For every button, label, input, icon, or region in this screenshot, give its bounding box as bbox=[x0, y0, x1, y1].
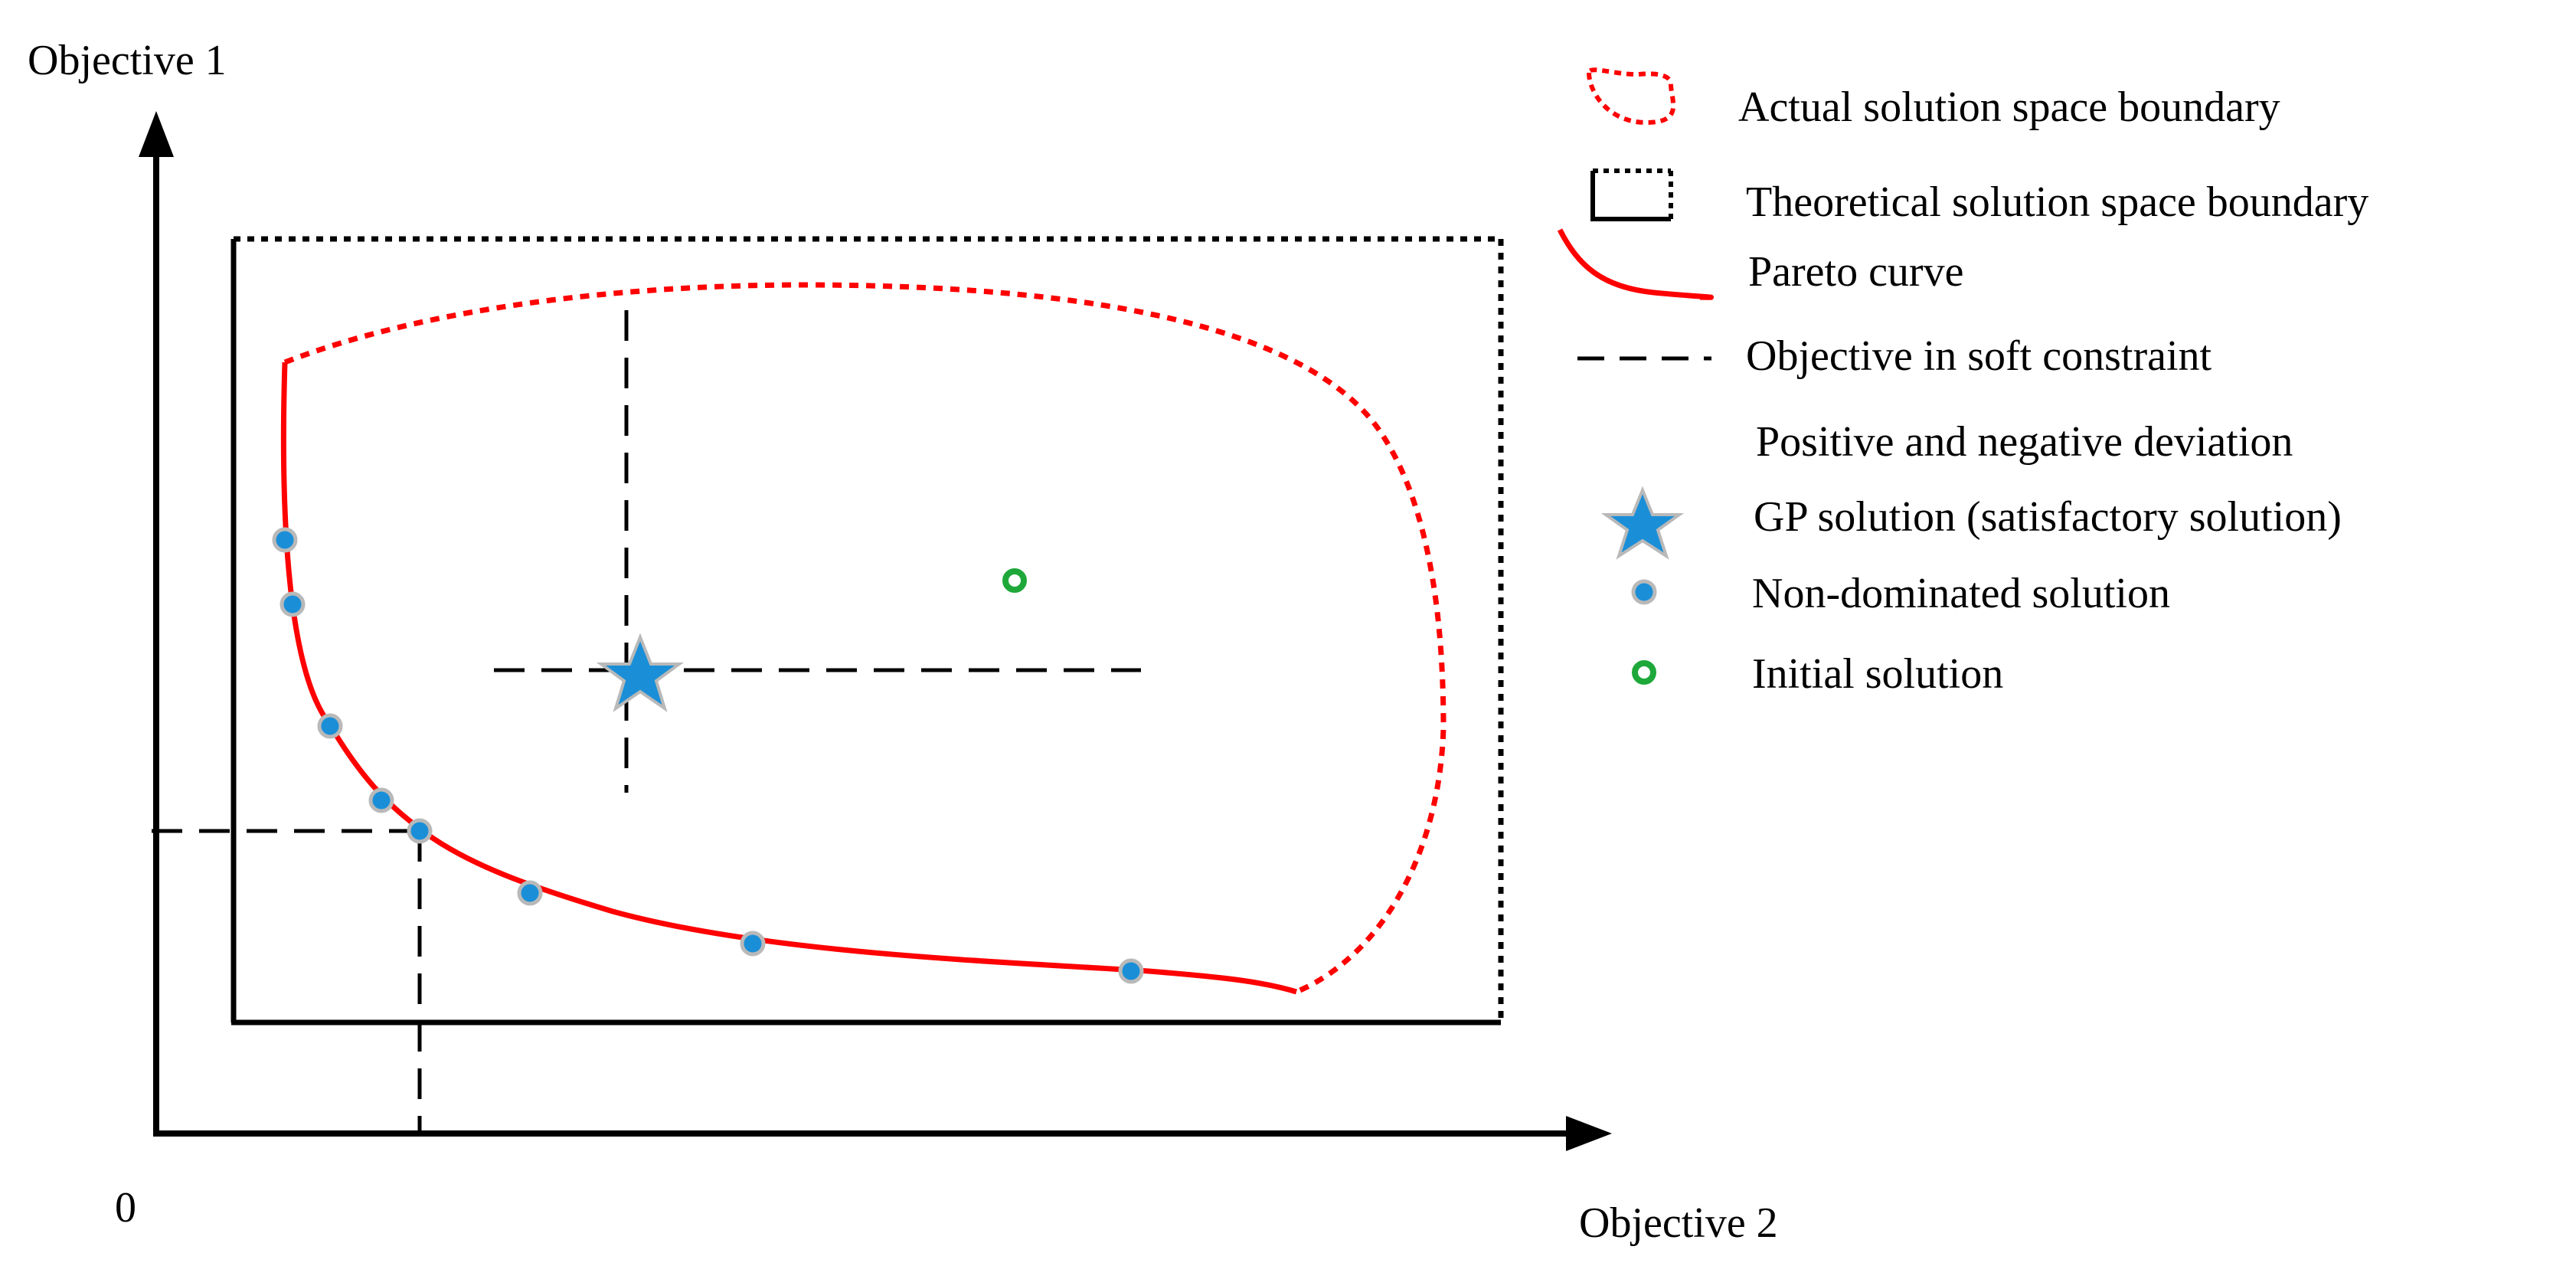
x-axis-label: Objective 2 bbox=[1579, 1199, 1778, 1247]
legend-label-pareto-curve: Pareto curve bbox=[1748, 248, 1963, 296]
legend-label-gp-solution: GP solution (satisfactory solution) bbox=[1754, 493, 2342, 541]
green-ring-icon bbox=[1632, 660, 1656, 685]
legend-label-initial-solution: Initial solution bbox=[1752, 650, 2003, 698]
x-axis-arrow-icon bbox=[1566, 1116, 1612, 1151]
non-dominated-point bbox=[1118, 958, 1144, 984]
legend-label-theoretical-boundary: Theoretical solution space boundary bbox=[1746, 178, 2368, 226]
non-dominated-point bbox=[368, 787, 394, 813]
legend-label-deviation: Positive and negative deviation bbox=[1756, 418, 2293, 466]
non-dominated-point bbox=[740, 931, 766, 957]
non-dominated-point bbox=[272, 527, 298, 553]
y-axis-label: Objective 1 bbox=[28, 37, 227, 84]
non-dominated-point bbox=[280, 591, 306, 617]
origin-label: 0 bbox=[115, 1184, 136, 1232]
red-curve-icon bbox=[1557, 228, 1715, 300]
non-dominated-point bbox=[317, 713, 343, 739]
legend-label-soft-constraint: Objective in soft constraint bbox=[1746, 332, 2212, 380]
pareto-curve bbox=[280, 361, 1298, 995]
y-axis-arrow-icon bbox=[139, 111, 174, 157]
non-dominated-solutions bbox=[272, 527, 1144, 984]
initial-solution-icon bbox=[1002, 568, 1027, 593]
blue-dot-icon bbox=[1631, 579, 1657, 605]
legend: Actual solution space boundary Theoretic… bbox=[1557, 67, 2368, 698]
theoretical-boundary bbox=[230, 236, 1504, 1026]
blue-star-icon bbox=[1600, 486, 1685, 560]
actual-boundary bbox=[283, 282, 1447, 995]
gp-solution-star-icon bbox=[596, 633, 685, 712]
non-dominated-point bbox=[407, 818, 433, 844]
legend-label-actual-boundary: Actual solution space boundary bbox=[1738, 83, 2280, 131]
legend-label-non-dominated: Non-dominated solution bbox=[1752, 570, 2170, 617]
non-dominated-point bbox=[517, 880, 543, 906]
red-dotted-loop-icon bbox=[1586, 67, 1676, 126]
black-solid-dotted-rect-icon bbox=[1590, 168, 1673, 221]
